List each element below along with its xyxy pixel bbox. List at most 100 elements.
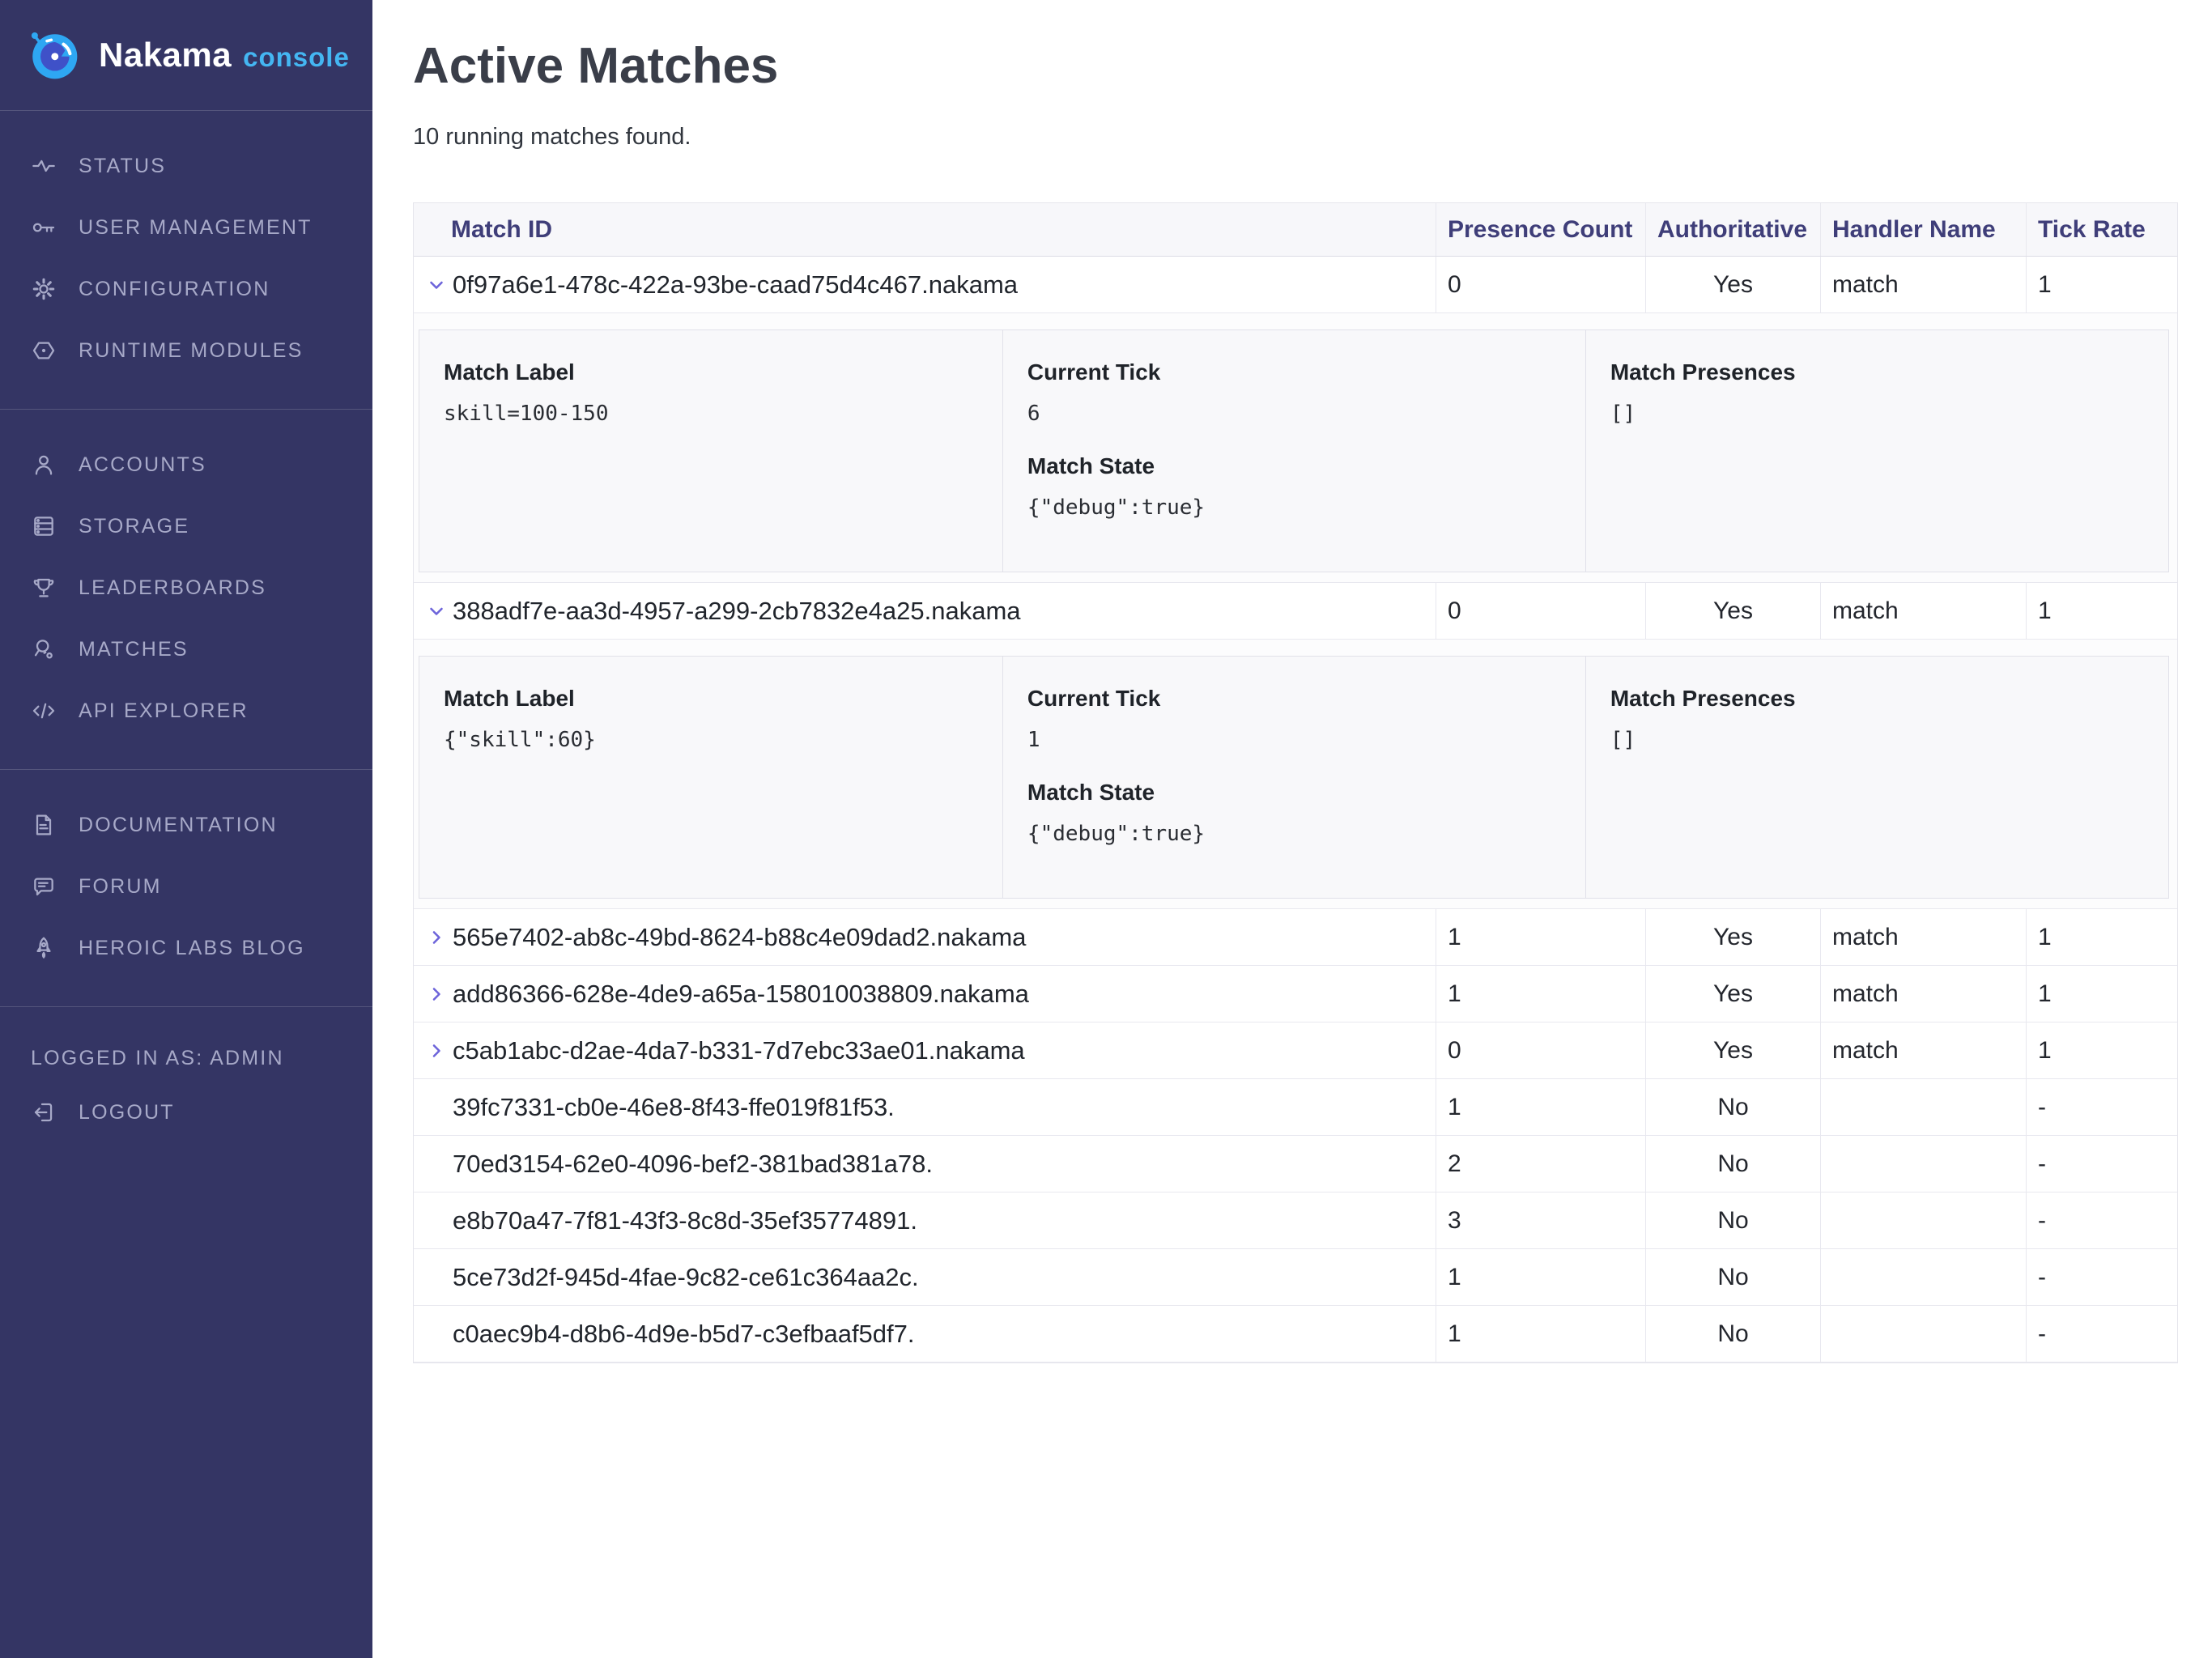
authoritative-cell: Yes	[1645, 1022, 1820, 1078]
sidebar-section: DOCUMENTATION FORUM HEROIC LABS BLOG	[0, 770, 372, 1007]
sidebar-item-configuration[interactable]: CONFIGURATION	[0, 258, 372, 320]
sidebar-item-label: MATCHES	[79, 637, 189, 661]
authoritative-cell: Yes	[1645, 257, 1820, 312]
handler-name-cell: match	[1820, 257, 2026, 312]
detail-label: Match State	[1027, 453, 1155, 478]
detail-col-label: Match Label {"skill":60}	[419, 657, 1002, 898]
racket-ball-icon	[31, 636, 57, 662]
tick-rate-cell: -	[2026, 1249, 2177, 1305]
table-body: 0f97a6e1-478c-422a-93be-caad75d4c467.nak…	[414, 257, 2177, 1363]
key-icon	[31, 215, 57, 240]
logout-icon	[31, 1099, 57, 1125]
rocket-icon	[31, 935, 57, 961]
handler-name-cell	[1820, 1249, 2026, 1305]
handler-name-cell	[1820, 1192, 2026, 1248]
match-id: 70ed3154-62e0-4096-bef2-381bad381a78.	[453, 1149, 933, 1178]
chevron-down-icon[interactable]	[425, 274, 448, 296]
match-id: 5ce73d2f-945d-4fae-9c82-ce61c364aa2c.	[453, 1262, 919, 1291]
sidebar-item-label: API EXPLORER	[79, 699, 249, 722]
presence-count-cell: 1	[1436, 909, 1645, 965]
detail-col-presences: Match Presences []	[1585, 657, 2168, 898]
detail-value: 1	[1027, 728, 1040, 752]
sidebar-item-runtime-modules[interactable]: RUNTIME MODULES	[0, 320, 372, 381]
sidebar-item-matches[interactable]: MATCHES	[0, 619, 372, 680]
authoritative-cell: No	[1645, 1136, 1820, 1192]
match-row: 70ed3154-62e0-4096-bef2-381bad381a78. 2 No…	[414, 1136, 2177, 1192]
match-id-cell[interactable]: 565e7402-ab8c-49bd-8624-b88c4e09dad2.nak…	[414, 909, 1436, 965]
sidebar-item-documentation[interactable]: DOCUMENTATION	[0, 794, 372, 856]
match-row[interactable]: c5ab1abc-d2ae-4da7-b331-7d7ebc33ae01.nak…	[414, 1022, 2177, 1079]
detail-col-state: Current Tick 1 Match State {"debug":true}	[1002, 657, 1585, 898]
match-id-cell[interactable]: c5ab1abc-d2ae-4da7-b331-7d7ebc33ae01.nak…	[414, 1022, 1436, 1078]
match-id-cell[interactable]: 388adf7e-aa3d-4957-a299-2cb7832e4a25.nak…	[414, 583, 1436, 639]
match-row[interactable]: 565e7402-ab8c-49bd-8624-b88c4e09dad2.nak…	[414, 909, 2177, 966]
chevron-right-icon[interactable]	[425, 983, 448, 1005]
sidebar-item-leaderboards[interactable]: LEADERBOARDS	[0, 557, 372, 619]
sidebar-section: ACCOUNTS STORAGE LEADERBOARDS MATCHES API EX…	[0, 410, 372, 770]
server-stack-icon	[31, 513, 57, 539]
sidebar-item-storage[interactable]: STORAGE	[0, 495, 372, 557]
match-id: 388adf7e-aa3d-4957-a299-2cb7832e4a25.nak…	[453, 596, 1021, 625]
authoritative-cell: No	[1645, 1306, 1820, 1362]
match-detail-row: Match Label skill=100-150 Current Tick 6 Mat…	[414, 313, 2177, 583]
sidebar-item-accounts[interactable]: ACCOUNTS	[0, 434, 372, 495]
match-row[interactable]: 0f97a6e1-478c-422a-93be-caad75d4c467.nak…	[414, 257, 2177, 313]
detail-value: {"skill":60}	[444, 728, 596, 752]
authoritative-cell: Yes	[1645, 966, 1820, 1022]
presence-count-cell: 1	[1436, 1306, 1645, 1362]
authoritative-cell: Yes	[1645, 909, 1820, 965]
match-id: e8b70a47-7f81-43f3-8c8d-35ef35774891.	[453, 1205, 917, 1235]
match-row: 5ce73d2f-945d-4fae-9c82-ce61c364aa2c. 1 No…	[414, 1249, 2177, 1306]
detail-label: Current Tick	[1027, 686, 1161, 711]
detail-label: Current Tick	[1027, 359, 1161, 385]
authoritative-cell: No	[1645, 1079, 1820, 1135]
column-header-handler-name: Handler Name	[1820, 203, 2026, 256]
brand-name: Nakama	[99, 36, 232, 74]
handler-name-cell: match	[1820, 583, 2026, 639]
tick-rate-cell: 1	[2026, 909, 2177, 965]
sidebar-item-label: USER MANAGEMENT	[79, 215, 313, 239]
chevron-placeholder	[425, 1096, 448, 1119]
logout-button[interactable]: LOGOUT	[0, 1082, 372, 1143]
status-pulse-icon	[31, 153, 57, 179]
sidebar-item-api-explorer[interactable]: API EXPLORER	[0, 680, 372, 742]
tick-rate-cell: -	[2026, 1079, 2177, 1135]
chevron-right-icon[interactable]	[425, 926, 448, 949]
chevron-placeholder	[425, 1323, 448, 1346]
chevron-placeholder	[425, 1153, 448, 1175]
presence-count-cell: 1	[1436, 1079, 1645, 1135]
person-icon	[31, 452, 57, 478]
chevron-down-icon[interactable]	[425, 600, 448, 623]
sidebar-account-section: LOGGED IN AS: ADMIN LOGOUT	[0, 1007, 372, 1143]
sidebar-item-user-management[interactable]: USER MANAGEMENT	[0, 197, 372, 258]
match-row[interactable]: add86366-628e-4de9-a65a-158010038809.nak…	[414, 966, 2177, 1022]
detail-value: 6	[1027, 402, 1040, 426]
code-icon	[31, 698, 57, 724]
match-detail-box: Match Label skill=100-150 Current Tick 6 Mat…	[419, 329, 2169, 572]
gear-icon	[31, 276, 57, 302]
match-row: c0aec9b4-d8b6-4d9e-b5d7-c3efbaaf5df7. 1 No…	[414, 1306, 2177, 1363]
match-row[interactable]: 388adf7e-aa3d-4957-a299-2cb7832e4a25.nak…	[414, 583, 2177, 640]
match-row: 39fc7331-cb0e-46e8-8f43-ffe019f81f53. 1 No…	[414, 1079, 2177, 1136]
match-id-cell[interactable]: 0f97a6e1-478c-422a-93be-caad75d4c467.nak…	[414, 257, 1436, 312]
match-id-cell[interactable]: add86366-628e-4de9-a65a-158010038809.nak…	[414, 966, 1436, 1022]
detail-label: Match Label	[444, 686, 575, 711]
match-id-cell: e8b70a47-7f81-43f3-8c8d-35ef35774891.	[414, 1192, 1436, 1248]
match-row: e8b70a47-7f81-43f3-8c8d-35ef35774891. 3 No…	[414, 1192, 2177, 1249]
sidebar-item-forum[interactable]: FORUM	[0, 856, 372, 917]
chevron-right-icon[interactable]	[425, 1039, 448, 1062]
sidebar-item-heroic-labs-blog[interactable]: HEROIC LABS BLOG	[0, 917, 372, 979]
brand[interactable]: Nakama console	[0, 0, 372, 111]
authoritative-cell: No	[1645, 1192, 1820, 1248]
column-header-presence-count: Presence Count	[1436, 203, 1645, 256]
detail-value: {"debug":true}	[1027, 495, 1206, 520]
detail-label: Match State	[1027, 780, 1155, 805]
sidebar-item-status[interactable]: STATUS	[0, 135, 372, 197]
handler-name-cell: match	[1820, 909, 2026, 965]
presence-count-cell: 0	[1436, 583, 1645, 639]
column-header-tick-rate: Tick Rate	[2026, 203, 2177, 256]
sidebar-section: STATUS USER MANAGEMENT CONFIGURATION RUNTI…	[0, 111, 372, 410]
logout-label: LOGOUT	[79, 1100, 175, 1124]
column-header-authoritative: Authoritative	[1645, 203, 1820, 256]
match-detail-box: Match Label {"skill":60} Current Tick 1 Matc…	[419, 656, 2169, 899]
